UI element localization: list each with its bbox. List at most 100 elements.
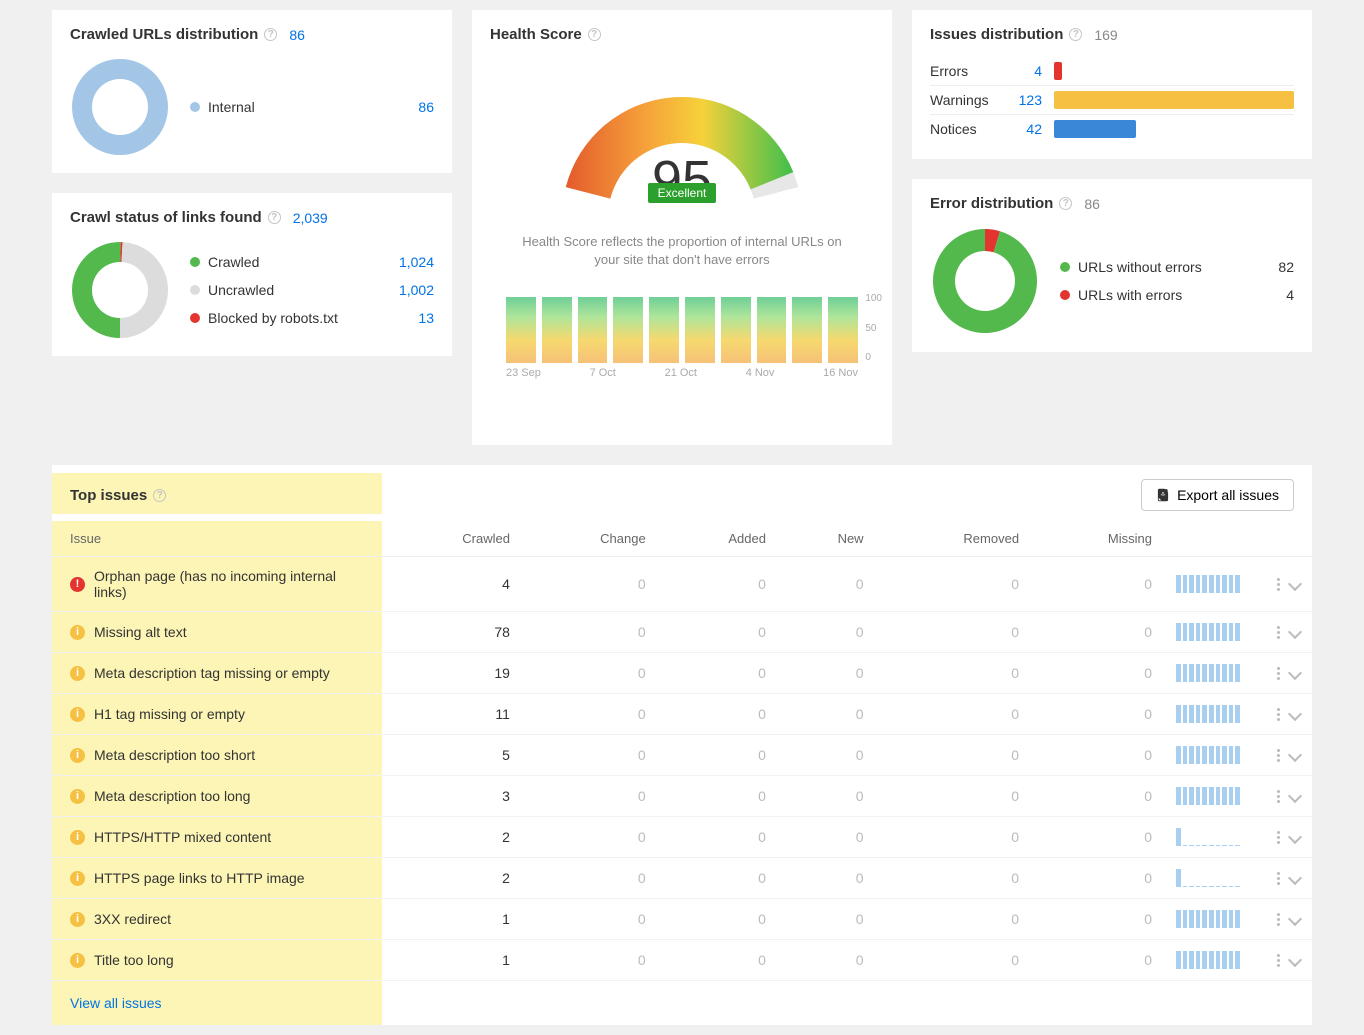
kebab-icon[interactable] — [1277, 872, 1280, 885]
column-header[interactable]: New — [778, 521, 876, 557]
expand-row-button[interactable] — [1290, 788, 1300, 804]
column-header[interactable]: Change — [522, 521, 658, 557]
issue-name-cell: iHTTPS page links to HTTP image — [52, 858, 382, 899]
dist-bar-track — [1054, 120, 1294, 138]
expand-row-button[interactable] — [1290, 829, 1300, 845]
added-value: 0 — [658, 612, 778, 653]
health-badge: Excellent — [648, 183, 717, 203]
legend-dot-icon — [1060, 290, 1070, 300]
expand-row-button[interactable] — [1290, 952, 1300, 968]
new-value: 0 — [778, 817, 876, 858]
kebab-icon[interactable] — [1277, 626, 1280, 639]
legend-item[interactable]: Uncrawled1,002 — [190, 276, 434, 304]
issue-name-cell: !Orphan page (has no incoming internal l… — [52, 557, 382, 612]
legend-item[interactable]: Blocked by robots.txt13 — [190, 304, 434, 332]
table-row[interactable]: iMeta description too long300000 — [52, 776, 1312, 817]
help-icon[interactable]: ? — [1069, 28, 1082, 41]
dist-label: Errors — [930, 63, 1000, 79]
expand-row-button[interactable] — [1290, 576, 1300, 592]
crawled-value: 11 — [382, 694, 522, 735]
table-row[interactable]: !Orphan page (has no incoming internal l… — [52, 557, 1312, 612]
column-header[interactable]: Removed — [876, 521, 1031, 557]
total-count: 86 — [1084, 196, 1100, 212]
trend-bar[interactable] — [721, 297, 751, 364]
issues-dist-row[interactable]: Errors4 — [930, 57, 1294, 86]
top-issues-table: IssueCrawledChangeAddedNewRemovedMissing… — [52, 521, 1312, 981]
help-icon[interactable]: ? — [153, 489, 166, 502]
legend-item[interactable]: URLs without errors82 — [1060, 253, 1294, 281]
table-row[interactable]: iMeta description too short500000 — [52, 735, 1312, 776]
expand-row-button[interactable] — [1290, 624, 1300, 640]
legend-item[interactable]: URLs with errors4 — [1060, 281, 1294, 309]
legend-label: Blocked by robots.txt — [190, 310, 338, 326]
trend-bar[interactable] — [649, 297, 679, 364]
issue-name: HTTPS page links to HTTP image — [94, 870, 305, 886]
table-row[interactable]: i3XX redirect100000 — [52, 899, 1312, 940]
title-text: Top issues — [70, 487, 147, 504]
kebab-icon[interactable] — [1277, 667, 1280, 680]
table-row[interactable]: iTitle too long100000 — [52, 940, 1312, 981]
issues-dist-row[interactable]: Notices42 — [930, 115, 1294, 143]
kebab-icon[interactable] — [1277, 913, 1280, 926]
export-all-issues-button[interactable]: Export all issues — [1141, 479, 1294, 511]
x-label: 16 Nov — [823, 367, 858, 379]
trend-bar[interactable] — [613, 297, 643, 364]
table-row[interactable]: iMeta description tag missing or empty19… — [52, 653, 1312, 694]
trend-bar[interactable] — [542, 297, 572, 364]
expand-row-button[interactable] — [1290, 706, 1300, 722]
column-header[interactable]: Crawled — [382, 521, 522, 557]
kebab-icon[interactable] — [1277, 790, 1280, 803]
added-value: 0 — [658, 899, 778, 940]
table-row[interactable]: iHTTPS page links to HTTP image200000 — [52, 858, 1312, 899]
kebab-icon[interactable] — [1277, 708, 1280, 721]
column-header[interactable]: Added — [658, 521, 778, 557]
column-header[interactable]: Issue — [52, 521, 382, 557]
chevron-down-icon — [1288, 748, 1302, 762]
expand-row-button[interactable] — [1290, 870, 1300, 886]
trend-bar[interactable] — [792, 297, 822, 364]
expand-row-button[interactable] — [1290, 747, 1300, 763]
warning-icon: i — [70, 625, 85, 640]
view-all-issues-link[interactable]: View all issues — [52, 981, 382, 1025]
crawl-status-card: Crawl status of links found ? 2,039 Craw… — [52, 193, 452, 356]
title-text: Error distribution — [930, 195, 1053, 212]
card-title: Health Score ? — [490, 26, 874, 43]
legend: Internal86 — [190, 93, 434, 121]
total-count[interactable]: 86 — [289, 27, 305, 43]
trend-bar[interactable] — [828, 297, 858, 364]
trend-bar[interactable] — [757, 297, 787, 364]
row-actions-cell — [1252, 557, 1312, 612]
table-row[interactable]: iMissing alt text7800000 — [52, 612, 1312, 653]
kebab-icon[interactable] — [1277, 578, 1280, 591]
sparkline — [1176, 623, 1240, 641]
issue-name-cell: iMeta description tag missing or empty — [52, 653, 382, 694]
help-icon[interactable]: ? — [588, 28, 601, 41]
trend-bar[interactable] — [506, 297, 536, 364]
table-row[interactable]: iHTTPS/HTTP mixed content200000 — [52, 817, 1312, 858]
help-icon[interactable]: ? — [264, 28, 277, 41]
kebab-icon[interactable] — [1277, 831, 1280, 844]
warning-icon: i — [70, 789, 85, 804]
legend-item[interactable]: Internal86 — [190, 93, 434, 121]
warning-icon: i — [70, 830, 85, 845]
kebab-icon[interactable] — [1277, 749, 1280, 762]
crawled-value: 1 — [382, 940, 522, 981]
health-trend-bars: 100500 — [490, 293, 874, 363]
x-label: 21 Oct — [665, 367, 697, 379]
trend-bar[interactable] — [578, 297, 608, 364]
help-icon[interactable]: ? — [268, 211, 281, 224]
issues-dist-row[interactable]: Warnings123 — [930, 86, 1294, 115]
expand-row-button[interactable] — [1290, 665, 1300, 681]
total-count[interactable]: 2,039 — [293, 210, 328, 226]
expand-row-button[interactable] — [1290, 911, 1300, 927]
removed-value: 0 — [876, 940, 1031, 981]
help-icon[interactable]: ? — [1059, 197, 1072, 210]
kebab-icon[interactable] — [1277, 954, 1280, 967]
new-value: 0 — [778, 899, 876, 940]
trend-bar[interactable] — [685, 297, 715, 364]
row-actions-cell — [1252, 899, 1312, 940]
legend-dot-icon — [190, 102, 200, 112]
legend-item[interactable]: Crawled1,024 — [190, 248, 434, 276]
table-row[interactable]: iH1 tag missing or empty1100000 — [52, 694, 1312, 735]
column-header[interactable]: Missing — [1031, 521, 1164, 557]
